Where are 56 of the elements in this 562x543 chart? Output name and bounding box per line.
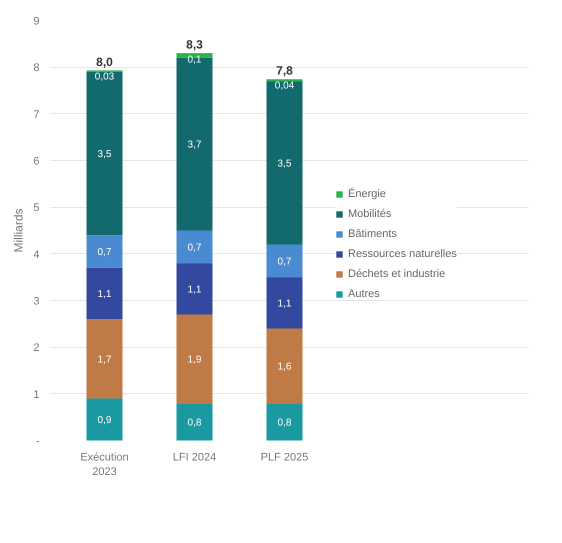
data-label: 0,04 (274, 80, 295, 92)
data-label: 0,7 (98, 247, 112, 258)
bar (266, 403, 302, 440)
data-label: 0,8 (278, 417, 292, 428)
y-tick-label: 2 (33, 342, 40, 354)
x-tick-label: PLF 2025 (260, 452, 308, 464)
y-tick-label: 4 (33, 248, 40, 261)
bar (266, 328, 302, 404)
total-label: 8,0 (96, 54, 114, 69)
x-tick-label: Exécution 2023 (80, 452, 129, 478)
data-label: 1,7 (98, 354, 112, 366)
data-label: 1,9 (188, 354, 202, 366)
data-label: 3,5 (278, 158, 292, 170)
total-label: 7,8 (276, 64, 294, 78)
data-label: 0,8 (188, 417, 202, 428)
data-label: 0,7 (278, 256, 292, 268)
bar (86, 72, 122, 236)
y-tick-label: 5 (33, 202, 40, 214)
bar (176, 314, 212, 404)
y-tick-label: 8 (33, 62, 40, 74)
data-label: 0,1 (188, 54, 202, 66)
y-tick-label: 6 (33, 156, 40, 168)
legend-label: Mobilités (348, 208, 392, 220)
legend-label: Autres (348, 288, 380, 300)
bar (86, 398, 122, 440)
y-tick-label: 9 (33, 16, 40, 28)
legend-label: Déchets et industrie (348, 268, 446, 280)
bar (176, 263, 212, 314)
bar (86, 235, 122, 268)
bar (176, 230, 212, 264)
bar (86, 319, 122, 398)
y-tick-label: 1 (33, 388, 40, 401)
legend-label: Bâtiments (348, 228, 397, 240)
bar (176, 403, 212, 440)
bar (86, 268, 122, 320)
bar (266, 81, 302, 244)
data-label: 1,1 (188, 284, 202, 296)
total-label: 8,3 (186, 38, 204, 52)
data-label: 0,7 (188, 242, 202, 254)
y-tick-label: 3 (33, 296, 40, 308)
bar (266, 244, 302, 278)
bar (176, 58, 212, 230)
data-label: 3,7 (188, 140, 202, 151)
data-label: 0,9 (98, 415, 112, 426)
data-label: 3,5 (98, 149, 112, 160)
y-tick-label: 7 (33, 108, 40, 121)
y-tick-label: - (36, 436, 40, 448)
data-label: 1,6 (278, 361, 292, 372)
legend-label: Ressources naturelles (348, 248, 457, 260)
x-tick-label: LFI 2024 (172, 452, 216, 464)
y-axis-title: Milliards (11, 208, 26, 252)
bar (266, 277, 302, 328)
data-label: 1,1 (98, 289, 112, 300)
data-label: 1,1 (278, 298, 292, 310)
legend-label: Énergie (348, 188, 386, 200)
data-label: 0,03 (94, 72, 115, 83)
